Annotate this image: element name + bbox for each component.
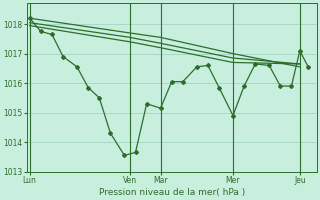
X-axis label: Pression niveau de la mer( hPa ): Pression niveau de la mer( hPa ) xyxy=(99,188,245,197)
